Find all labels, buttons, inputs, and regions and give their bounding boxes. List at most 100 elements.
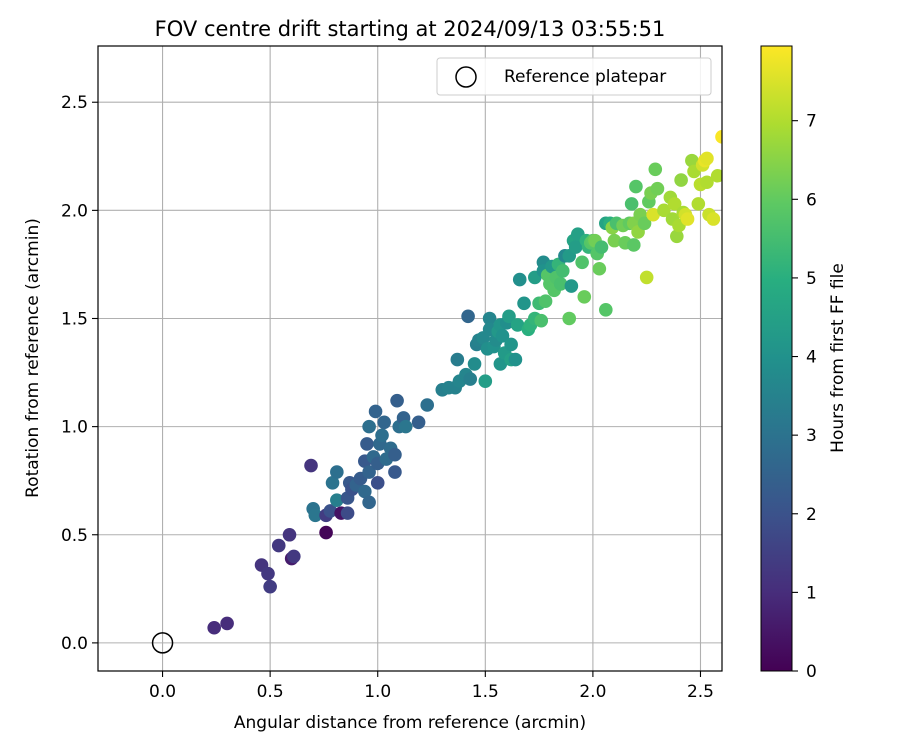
colorbar-tick-label: 5 <box>806 269 817 289</box>
grid-lines <box>98 46 722 671</box>
data-point <box>607 233 622 248</box>
data-point <box>478 374 493 389</box>
data-point <box>388 465 402 479</box>
data-point <box>715 130 722 144</box>
colorbar-tick-label: 1 <box>806 583 817 603</box>
data-point <box>362 495 376 510</box>
data-point <box>463 372 478 386</box>
data-point <box>390 393 404 408</box>
legend-marker <box>455 66 477 88</box>
data-point <box>263 579 277 594</box>
data-point <box>388 447 402 462</box>
data-point <box>304 458 318 473</box>
data-point <box>562 311 577 326</box>
data-point <box>657 203 671 218</box>
data-point <box>599 303 613 317</box>
data-point <box>674 173 688 187</box>
data-point <box>700 175 714 190</box>
data-point <box>685 153 699 168</box>
colorbar-tick-label: 2 <box>806 505 817 525</box>
x-tick-label: 1.0 <box>364 682 391 702</box>
data-point <box>398 419 413 434</box>
x-tick-label: 2.0 <box>579 682 606 702</box>
data-point <box>362 419 376 434</box>
x-tick-label: 2.5 <box>687 682 714 702</box>
data-point <box>362 465 376 479</box>
data-point <box>650 181 665 196</box>
data-point <box>420 398 435 412</box>
colorbar-tick-label: 3 <box>806 426 817 446</box>
data-point <box>508 352 523 367</box>
reference-platepar-marker <box>151 632 174 654</box>
data-point <box>493 357 508 371</box>
data-point <box>626 238 641 252</box>
data-point <box>323 504 338 518</box>
data-point <box>629 179 643 194</box>
data-point <box>271 538 286 553</box>
data-point <box>553 277 568 291</box>
data-point <box>577 290 592 304</box>
data-point <box>220 616 234 631</box>
x-tick-label: 1.5 <box>472 682 499 702</box>
data-point <box>639 270 654 285</box>
data-point <box>555 264 570 278</box>
colorbar-tick-label: 7 <box>806 112 817 132</box>
data-point <box>502 309 516 324</box>
data-point <box>319 525 333 540</box>
colorbar-tick-label: 0 <box>806 662 817 682</box>
data-point <box>261 566 275 581</box>
x-tick-label: 0.0 <box>149 682 176 702</box>
x-axis-ticks: 0.0 0.5 1.0 1.5 2.0 2.5 <box>149 671 714 702</box>
x-axis-label: Angular distance from reference (arcmin) <box>234 713 586 733</box>
legend: Reference platepar <box>436 57 712 96</box>
data-point <box>450 352 465 367</box>
data-point <box>358 484 372 499</box>
data-point <box>691 197 706 211</box>
data-point <box>667 197 682 211</box>
data-point <box>482 311 497 326</box>
data-point <box>504 337 518 352</box>
colorbar-label: Hours from first FF file <box>828 263 848 453</box>
y-tick-label: 1.0 <box>61 418 88 438</box>
data-point <box>282 527 297 542</box>
data-point <box>710 168 722 183</box>
y-tick-label: 1.5 <box>61 309 88 329</box>
data-point <box>637 216 652 231</box>
data-point <box>370 476 385 490</box>
plot-frame <box>97 45 723 672</box>
data-point <box>624 197 639 211</box>
colorbar: 0 1 2 3 4 5 6 7 Hours from first FF file <box>760 45 848 682</box>
data-point <box>360 437 374 451</box>
data-point <box>592 261 607 276</box>
data-point <box>700 151 714 166</box>
data-point <box>534 313 549 328</box>
data-point <box>648 162 663 177</box>
data-point <box>467 357 482 371</box>
colorbar-ticks: 0 1 2 3 4 5 6 7 <box>792 112 817 682</box>
data-point <box>512 272 527 287</box>
data-point <box>646 207 660 222</box>
data-point <box>308 508 323 523</box>
data-point <box>495 328 510 343</box>
data-point <box>510 318 525 332</box>
data-point <box>594 240 609 254</box>
data-point <box>538 294 553 308</box>
legend-label: Reference platepar <box>504 67 666 87</box>
colorbar-gradient <box>760 45 793 672</box>
colorbar-tick-label: 6 <box>806 190 817 210</box>
data-point <box>368 404 383 419</box>
data-point <box>377 415 391 430</box>
data-point <box>330 465 344 479</box>
y-tick-label: 0.0 <box>61 634 88 654</box>
y-axis-ticks: 0.0 0.5 1.0 1.5 2.0 2.5 <box>61 93 98 654</box>
data-point <box>411 415 426 430</box>
scatter-points <box>207 130 722 635</box>
data-point <box>564 279 579 293</box>
legend-box <box>436 57 712 96</box>
data-point <box>517 296 531 311</box>
data-point <box>680 212 695 226</box>
data-point <box>706 212 721 226</box>
data-point <box>207 620 221 635</box>
y-axis-label: Rotation from reference (arcmin) <box>23 218 43 498</box>
